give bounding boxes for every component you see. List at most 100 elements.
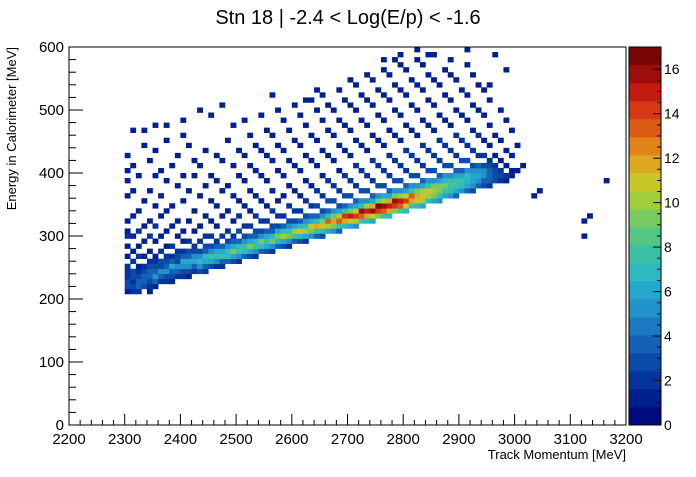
heatmap-cell — [369, 208, 376, 214]
heatmap-cell — [314, 218, 320, 224]
heatmap-cell — [146, 288, 153, 295]
heatmap-cell — [397, 193, 404, 199]
heatmap-cell — [224, 228, 231, 234]
heatmap-cell — [252, 167, 259, 174]
heatmap-cell — [353, 198, 359, 204]
heatmap-cell — [308, 97, 315, 103]
heatmap-cell — [364, 218, 371, 224]
colorbar-swatch — [629, 155, 661, 174]
heatmap-cell — [369, 157, 376, 164]
heatmap-cell — [397, 178, 404, 184]
heatmap-cell — [158, 263, 164, 270]
heatmap-cell — [347, 102, 354, 108]
heatmap-cell — [169, 258, 176, 265]
heatmap-cell — [486, 157, 493, 164]
heatmap-cell — [436, 183, 443, 189]
colorbar-swatch — [629, 389, 661, 408]
heatmap-cell — [302, 218, 309, 224]
heatmap-cell — [481, 137, 488, 144]
heatmap-cell — [158, 233, 164, 239]
heatmap-cell — [353, 82, 359, 88]
heatmap-cell — [509, 127, 515, 133]
heatmap-cell — [263, 233, 270, 239]
heatmap-cell — [436, 137, 443, 144]
heatmap-cell — [364, 122, 371, 128]
heatmap-cell — [581, 218, 588, 224]
heatmap-cell — [447, 147, 454, 154]
y-tick-label: 0 — [56, 417, 64, 434]
heatmap-cell — [392, 198, 398, 204]
heatmap-cell — [130, 248, 137, 254]
heatmap-cell — [408, 183, 415, 189]
heatmap-cell — [397, 112, 404, 118]
heatmap-cell — [447, 57, 454, 63]
heatmap-cell — [336, 208, 343, 214]
heatmap-cell — [397, 137, 404, 144]
heatmap-cell — [364, 72, 371, 78]
heatmap-cell — [369, 178, 376, 184]
heatmap-cell — [475, 132, 482, 139]
heatmap-cell — [453, 167, 460, 174]
heatmap-cell — [397, 162, 404, 169]
heatmap-cell — [286, 218, 293, 224]
heatmap-cell — [247, 253, 254, 259]
heatmap-cell — [453, 77, 460, 83]
heatmap-cell — [380, 92, 387, 98]
heatmap-cell — [158, 248, 164, 254]
heatmap-cell — [475, 162, 482, 169]
heatmap-cell — [464, 183, 471, 189]
heatmap-cell — [197, 193, 203, 199]
heatmap-cell — [302, 223, 309, 229]
heatmap-cell — [174, 152, 181, 159]
heatmap-cell — [247, 223, 254, 229]
heatmap-cell — [403, 188, 410, 194]
heatmap-cell — [458, 167, 465, 174]
heatmap-cell — [486, 178, 493, 184]
heatmap-cell — [442, 92, 449, 98]
heatmap-cell — [124, 268, 131, 275]
y-tick-label: 500 — [39, 102, 64, 119]
heatmap-cell — [486, 162, 493, 169]
heatmap-cell — [386, 203, 393, 209]
heatmap-cell — [280, 238, 287, 244]
heatmap-cell — [464, 157, 471, 164]
heatmap-cell — [453, 183, 460, 189]
heatmap-cell — [341, 208, 348, 214]
heatmap-cell — [392, 178, 398, 184]
heatmap-cell — [475, 183, 482, 189]
heatmap-cell — [375, 208, 382, 214]
heatmap-cell — [146, 268, 153, 275]
heatmap-cell — [252, 253, 259, 259]
heatmap-cell — [397, 52, 404, 58]
heatmap-cell — [325, 213, 332, 219]
heatmap-cell — [380, 57, 387, 63]
heatmap-cell — [286, 228, 293, 234]
heatmap-cell — [174, 263, 181, 270]
heatmap-cell — [180, 132, 187, 139]
heatmap-cell — [375, 198, 382, 204]
heatmap-cell — [364, 208, 371, 214]
heatmap-cell — [275, 223, 281, 229]
heatmap-cell — [163, 258, 170, 265]
heatmap-cell — [481, 152, 488, 159]
heatmap-cell — [392, 193, 398, 199]
colorbar-swatch — [629, 101, 661, 120]
heatmap-cell — [486, 183, 493, 189]
heatmap-cell — [481, 178, 488, 184]
heatmap-cell — [425, 52, 432, 58]
heatmap-cell — [141, 278, 148, 285]
heatmap-cell — [263, 203, 270, 209]
heatmap-cell — [247, 132, 254, 139]
heatmap-cell — [208, 218, 215, 224]
heatmap-cell — [169, 162, 176, 169]
colorbar-tick-label: 12 — [664, 150, 680, 166]
heatmap-cell — [341, 223, 348, 229]
heatmap-cell — [275, 243, 281, 249]
heatmap-cell — [442, 117, 449, 123]
heatmap-cell — [308, 132, 315, 139]
heatmap-cell — [169, 268, 176, 275]
heatmap-cell — [152, 223, 159, 229]
heatmap-cell — [358, 213, 365, 219]
heatmap-cell — [297, 218, 304, 224]
heatmap-cell — [453, 173, 460, 179]
